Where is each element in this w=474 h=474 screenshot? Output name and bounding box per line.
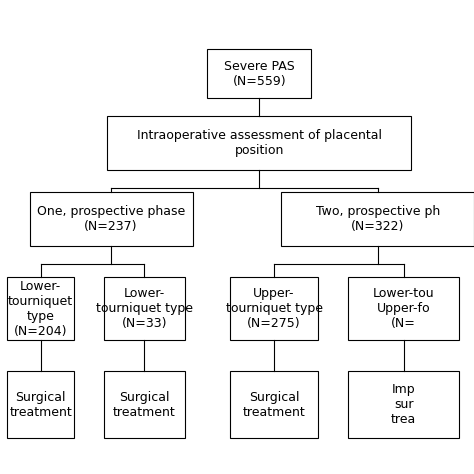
Text: Lower-
tourniquet type
(N=33): Lower- tourniquet type (N=33) [96, 287, 193, 330]
FancyBboxPatch shape [348, 371, 459, 438]
Text: Severe PAS
(N=559): Severe PAS (N=559) [224, 60, 295, 88]
Text: Lower-
tourniquet
type
(N=204): Lower- tourniquet type (N=204) [8, 280, 73, 337]
Text: Two, prospective ph
(N=322): Two, prospective ph (N=322) [316, 205, 440, 233]
FancyBboxPatch shape [207, 49, 311, 99]
FancyBboxPatch shape [229, 277, 319, 340]
FancyBboxPatch shape [108, 116, 411, 170]
FancyBboxPatch shape [29, 192, 192, 246]
Text: Imp
sur
trea: Imp sur trea [391, 383, 416, 426]
FancyBboxPatch shape [104, 277, 185, 340]
FancyBboxPatch shape [104, 371, 185, 438]
Text: One, prospective phase
(N=237): One, prospective phase (N=237) [37, 205, 185, 233]
FancyBboxPatch shape [282, 192, 474, 246]
FancyBboxPatch shape [229, 371, 319, 438]
Text: Surgical
treatment: Surgical treatment [113, 391, 176, 419]
Text: Upper-
tourniquet type
(N=275): Upper- tourniquet type (N=275) [226, 287, 322, 330]
Text: Lower-tou
Upper-fo
(N=: Lower-tou Upper-fo (N= [373, 287, 435, 330]
Text: Intraoperative assessment of placental
position: Intraoperative assessment of placental p… [137, 129, 382, 157]
FancyBboxPatch shape [8, 371, 74, 438]
Text: Surgical
treatment: Surgical treatment [243, 391, 305, 419]
FancyBboxPatch shape [348, 277, 459, 340]
Text: Surgical
treatment: Surgical treatment [9, 391, 72, 419]
FancyBboxPatch shape [8, 277, 74, 340]
